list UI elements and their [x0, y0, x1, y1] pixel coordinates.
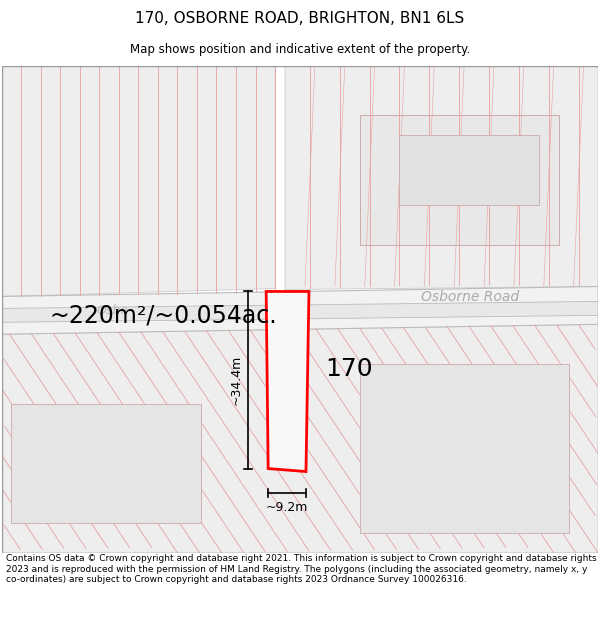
Text: Map shows position and indicative extent of the property.: Map shows position and indicative extent… [130, 42, 470, 56]
Text: ~220m²/~0.054ac.: ~220m²/~0.054ac. [49, 303, 277, 328]
Text: ~9.2m: ~9.2m [266, 501, 308, 514]
Text: Osborne Road: Osborne Road [421, 291, 519, 304]
Polygon shape [359, 116, 559, 245]
Polygon shape [11, 404, 200, 523]
Text: 170, OSBORNE ROAD, BRIGHTON, BN1 6LS: 170, OSBORNE ROAD, BRIGHTON, BN1 6LS [136, 11, 464, 26]
Polygon shape [2, 324, 598, 553]
Polygon shape [359, 364, 569, 533]
Text: Osbo: Osbo [96, 304, 128, 317]
Text: 170: 170 [325, 357, 373, 381]
Polygon shape [285, 66, 598, 289]
Polygon shape [2, 286, 598, 334]
Polygon shape [400, 135, 539, 205]
Text: ~34.4m: ~34.4m [229, 355, 242, 405]
Text: Contains OS data © Crown copyright and database right 2021. This information is : Contains OS data © Crown copyright and d… [6, 554, 596, 584]
Polygon shape [2, 66, 275, 296]
Polygon shape [266, 291, 309, 471]
Polygon shape [2, 301, 598, 322]
